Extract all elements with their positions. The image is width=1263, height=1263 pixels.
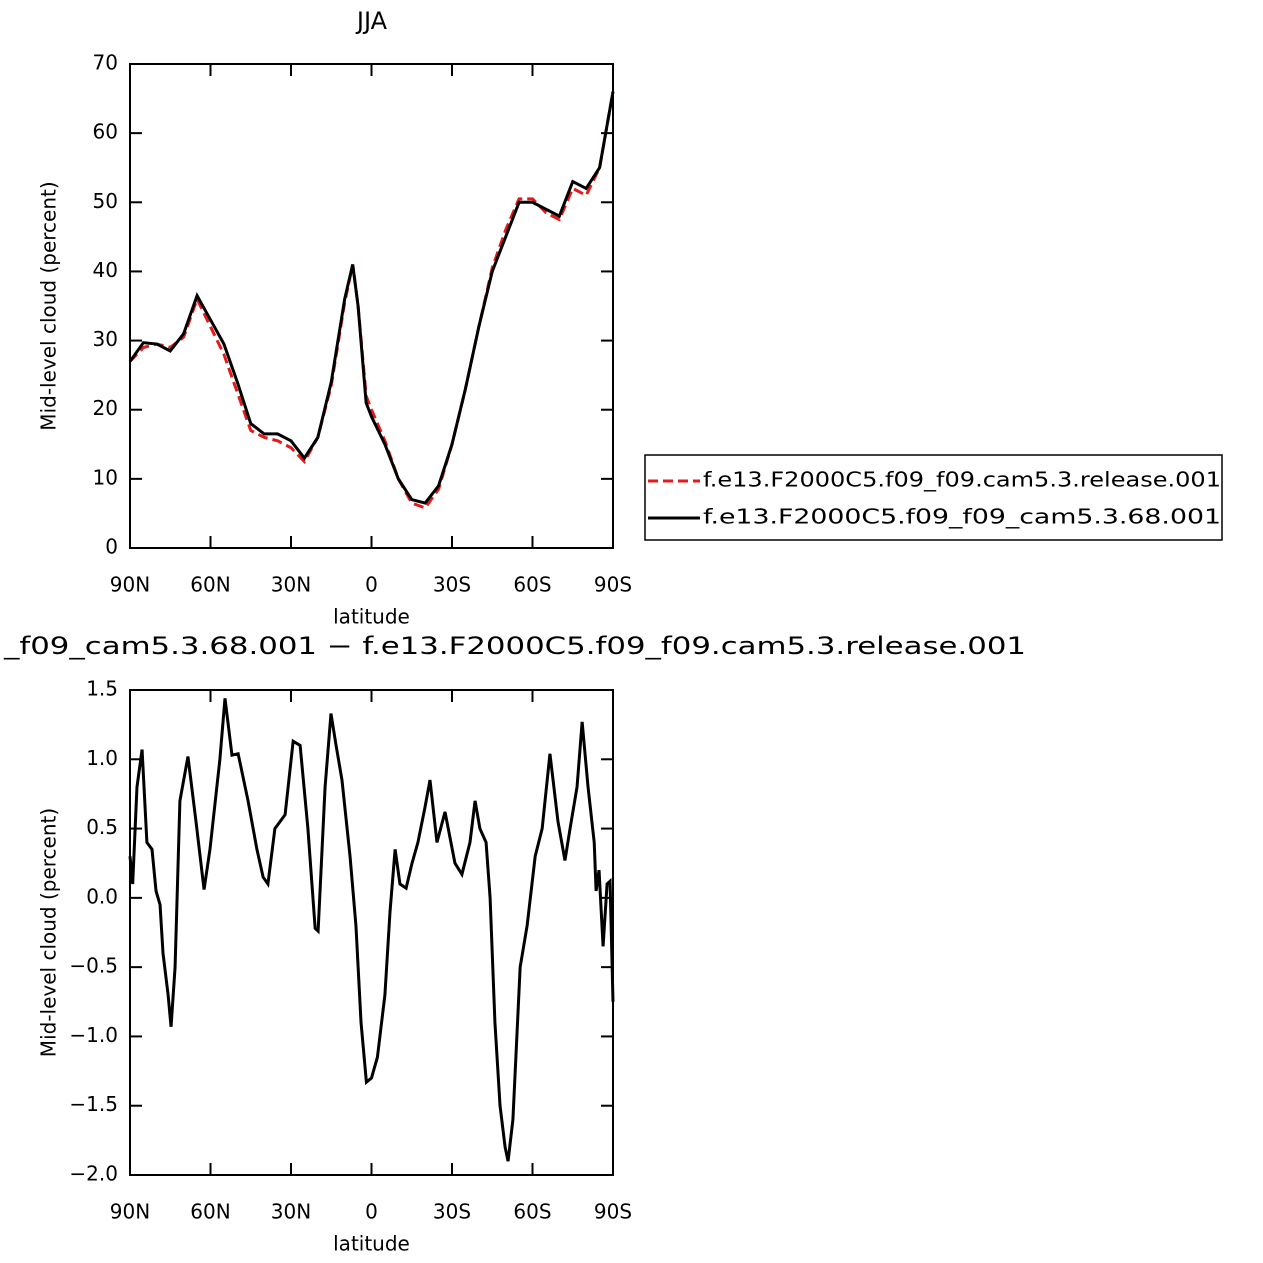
y-tick-label: 50 xyxy=(93,189,118,213)
x-tick-label: 30N xyxy=(271,573,311,597)
y-tick-label: 0 xyxy=(105,535,118,559)
y-tick-label: 70 xyxy=(93,51,118,75)
x-tick-label: 0 xyxy=(365,573,378,597)
chart-title: _f09_cam5.3.68.001 − f.e13.F2000C5.f09_f… xyxy=(3,632,1026,660)
y-tick-label: −2.0 xyxy=(69,1162,118,1186)
x-tick-label: 90S xyxy=(594,573,632,597)
x-tick-label: 90S xyxy=(594,1200,632,1224)
legend-label: f.e13.F2000C5.f09_f09.cam5.3.release.001 xyxy=(703,468,1221,492)
y-tick-label: 20 xyxy=(93,396,118,420)
legend-label: f.e13.F2000C5.f09_f09_cam5.3.68.001 xyxy=(703,505,1221,529)
x-tick-label: 60S xyxy=(513,1200,551,1224)
data-line xyxy=(128,91,615,505)
y-tick-label: 0.0 xyxy=(86,884,118,908)
x-tick-label: 90N xyxy=(110,573,150,597)
x-tick-label: 60N xyxy=(190,573,230,597)
x-tick-label: 30S xyxy=(433,1200,471,1224)
y-tick-label: 60 xyxy=(93,120,118,144)
y-tick-label: 10 xyxy=(93,465,118,489)
x-axis-label: latitude xyxy=(333,605,410,629)
y-tick-label: 40 xyxy=(93,258,118,282)
x-tick-label: 30S xyxy=(433,573,471,597)
y-tick-label: −0.5 xyxy=(69,954,118,978)
x-axis-label: latitude xyxy=(333,1232,410,1256)
x-tick-label: 60N xyxy=(190,1200,230,1224)
plot-frame xyxy=(129,689,614,1176)
y-tick-label: 1.0 xyxy=(86,746,118,770)
x-tick-label: 60S xyxy=(513,573,551,597)
data-line xyxy=(128,91,615,510)
y-axis-label: Mid-level cloud (percent) xyxy=(37,181,61,430)
y-tick-label: 0.5 xyxy=(86,815,118,839)
y-tick-label: −1.5 xyxy=(69,1092,118,1116)
y-tick-label: 1.5 xyxy=(86,677,118,701)
plot-frame xyxy=(129,63,614,549)
x-tick-label: 0 xyxy=(365,1200,378,1224)
x-tick-label: 90N xyxy=(110,1200,150,1224)
x-tick-label: 30N xyxy=(271,1200,311,1224)
data-line xyxy=(128,698,615,1162)
y-tick-label: −1.0 xyxy=(69,1023,118,1047)
chart-title: JJA xyxy=(355,7,388,35)
legend-box xyxy=(644,454,1223,541)
y-axis-label: Mid-level cloud (percent) xyxy=(37,808,61,1057)
y-tick-label: 30 xyxy=(93,327,118,351)
